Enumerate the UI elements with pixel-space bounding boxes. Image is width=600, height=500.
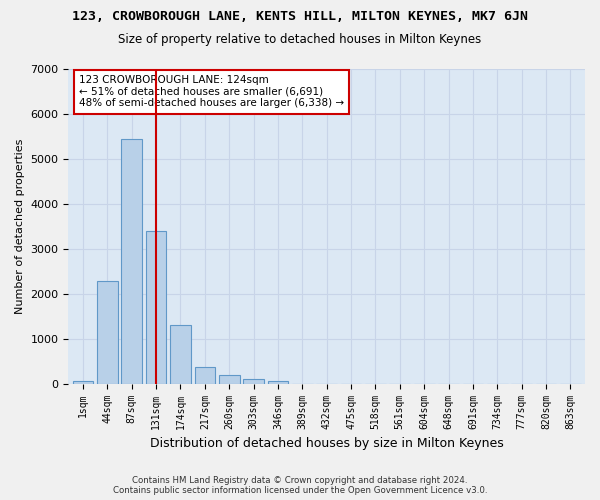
Bar bbox=[243, 378, 264, 384]
Bar bbox=[73, 382, 94, 384]
Text: Size of property relative to detached houses in Milton Keynes: Size of property relative to detached ho… bbox=[118, 32, 482, 46]
Bar bbox=[97, 281, 118, 384]
Text: 123, CROWBOROUGH LANE, KENTS HILL, MILTON KEYNES, MK7 6JN: 123, CROWBOROUGH LANE, KENTS HILL, MILTO… bbox=[72, 10, 528, 23]
Text: Contains HM Land Registry data © Crown copyright and database right 2024.
Contai: Contains HM Land Registry data © Crown c… bbox=[113, 476, 487, 495]
Bar bbox=[121, 138, 142, 384]
Bar bbox=[170, 326, 191, 384]
Bar bbox=[268, 382, 289, 384]
Bar bbox=[146, 231, 166, 384]
Y-axis label: Number of detached properties: Number of detached properties bbox=[15, 138, 25, 314]
Text: 123 CROWBOROUGH LANE: 124sqm
← 51% of detached houses are smaller (6,691)
48% of: 123 CROWBOROUGH LANE: 124sqm ← 51% of de… bbox=[79, 76, 344, 108]
Bar bbox=[219, 374, 239, 384]
Bar bbox=[194, 366, 215, 384]
X-axis label: Distribution of detached houses by size in Milton Keynes: Distribution of detached houses by size … bbox=[150, 437, 503, 450]
